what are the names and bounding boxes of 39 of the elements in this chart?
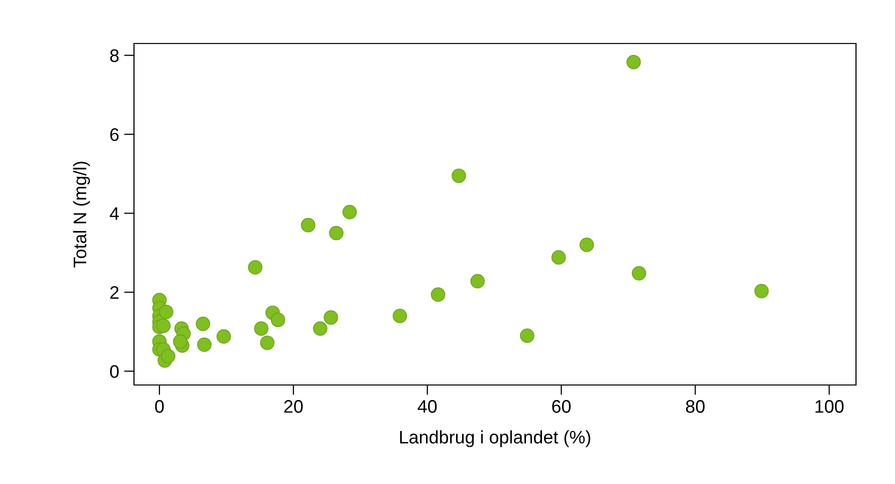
point: [430, 287, 446, 302]
x-axis-title: Landbrug i oplandet (%): [400, 430, 590, 448]
y-tick-label: 2: [110, 286, 119, 299]
point: [580, 238, 594, 252]
point: [160, 348, 176, 364]
point: [158, 304, 174, 320]
point: [197, 338, 212, 352]
y-axis-title: Total N (mg/l): [73, 162, 90, 268]
x-tick-label: 0: [155, 400, 164, 413]
x-tick-label: 20: [284, 400, 303, 413]
point: [156, 318, 171, 333]
point: [342, 204, 357, 220]
point: [632, 266, 646, 280]
point: [551, 250, 566, 265]
x-tick-label: 60: [552, 400, 571, 413]
x-tick-label: 100: [816, 400, 844, 413]
point: [324, 310, 338, 325]
point: [754, 284, 769, 298]
x-tick-label: 80: [686, 400, 705, 413]
y-tick-label: 4: [110, 207, 119, 220]
point: [254, 321, 268, 336]
point: [313, 321, 328, 336]
point: [520, 328, 534, 343]
point: [392, 308, 408, 324]
point: [216, 329, 231, 344]
x-tick-label: 40: [418, 400, 437, 413]
y-tick-label: 8: [110, 49, 119, 62]
point: [173, 334, 188, 349]
point: [248, 260, 262, 275]
point: [300, 218, 316, 232]
y-tick-label: 6: [110, 128, 119, 142]
point: [270, 312, 286, 328]
point: [329, 226, 344, 240]
point: [260, 336, 274, 350]
point: [452, 168, 466, 183]
point: [470, 274, 485, 288]
point: [196, 316, 210, 331]
point: [626, 54, 641, 70]
y-tick-label: 0: [110, 365, 119, 378]
